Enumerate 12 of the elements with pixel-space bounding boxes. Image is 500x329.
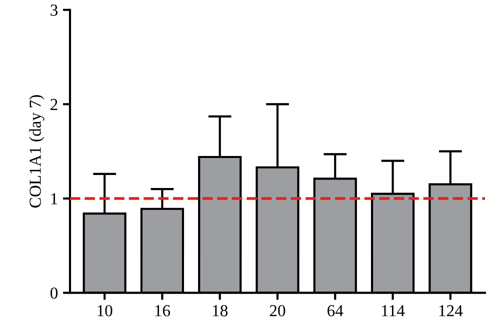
x-tick-label: 64 [328, 305, 344, 316]
x-tick-label: 124 [439, 305, 463, 316]
y-tick-label: 3 [50, 4, 58, 16]
y-tick-label: 0 [50, 288, 58, 299]
x-tick-label: 20 [270, 305, 286, 316]
x-tick-label: 16 [155, 305, 170, 316]
x-tick-label: 10 [98, 305, 112, 316]
y-axis-title: COL1A1 (day 7) [29, 95, 44, 208]
y-tick-label: 1 [51, 193, 58, 204]
y-tick-label: 2 [50, 98, 58, 110]
x-tick-label: 114 [382, 305, 405, 316]
x-tick-label: 18 [212, 305, 228, 316]
